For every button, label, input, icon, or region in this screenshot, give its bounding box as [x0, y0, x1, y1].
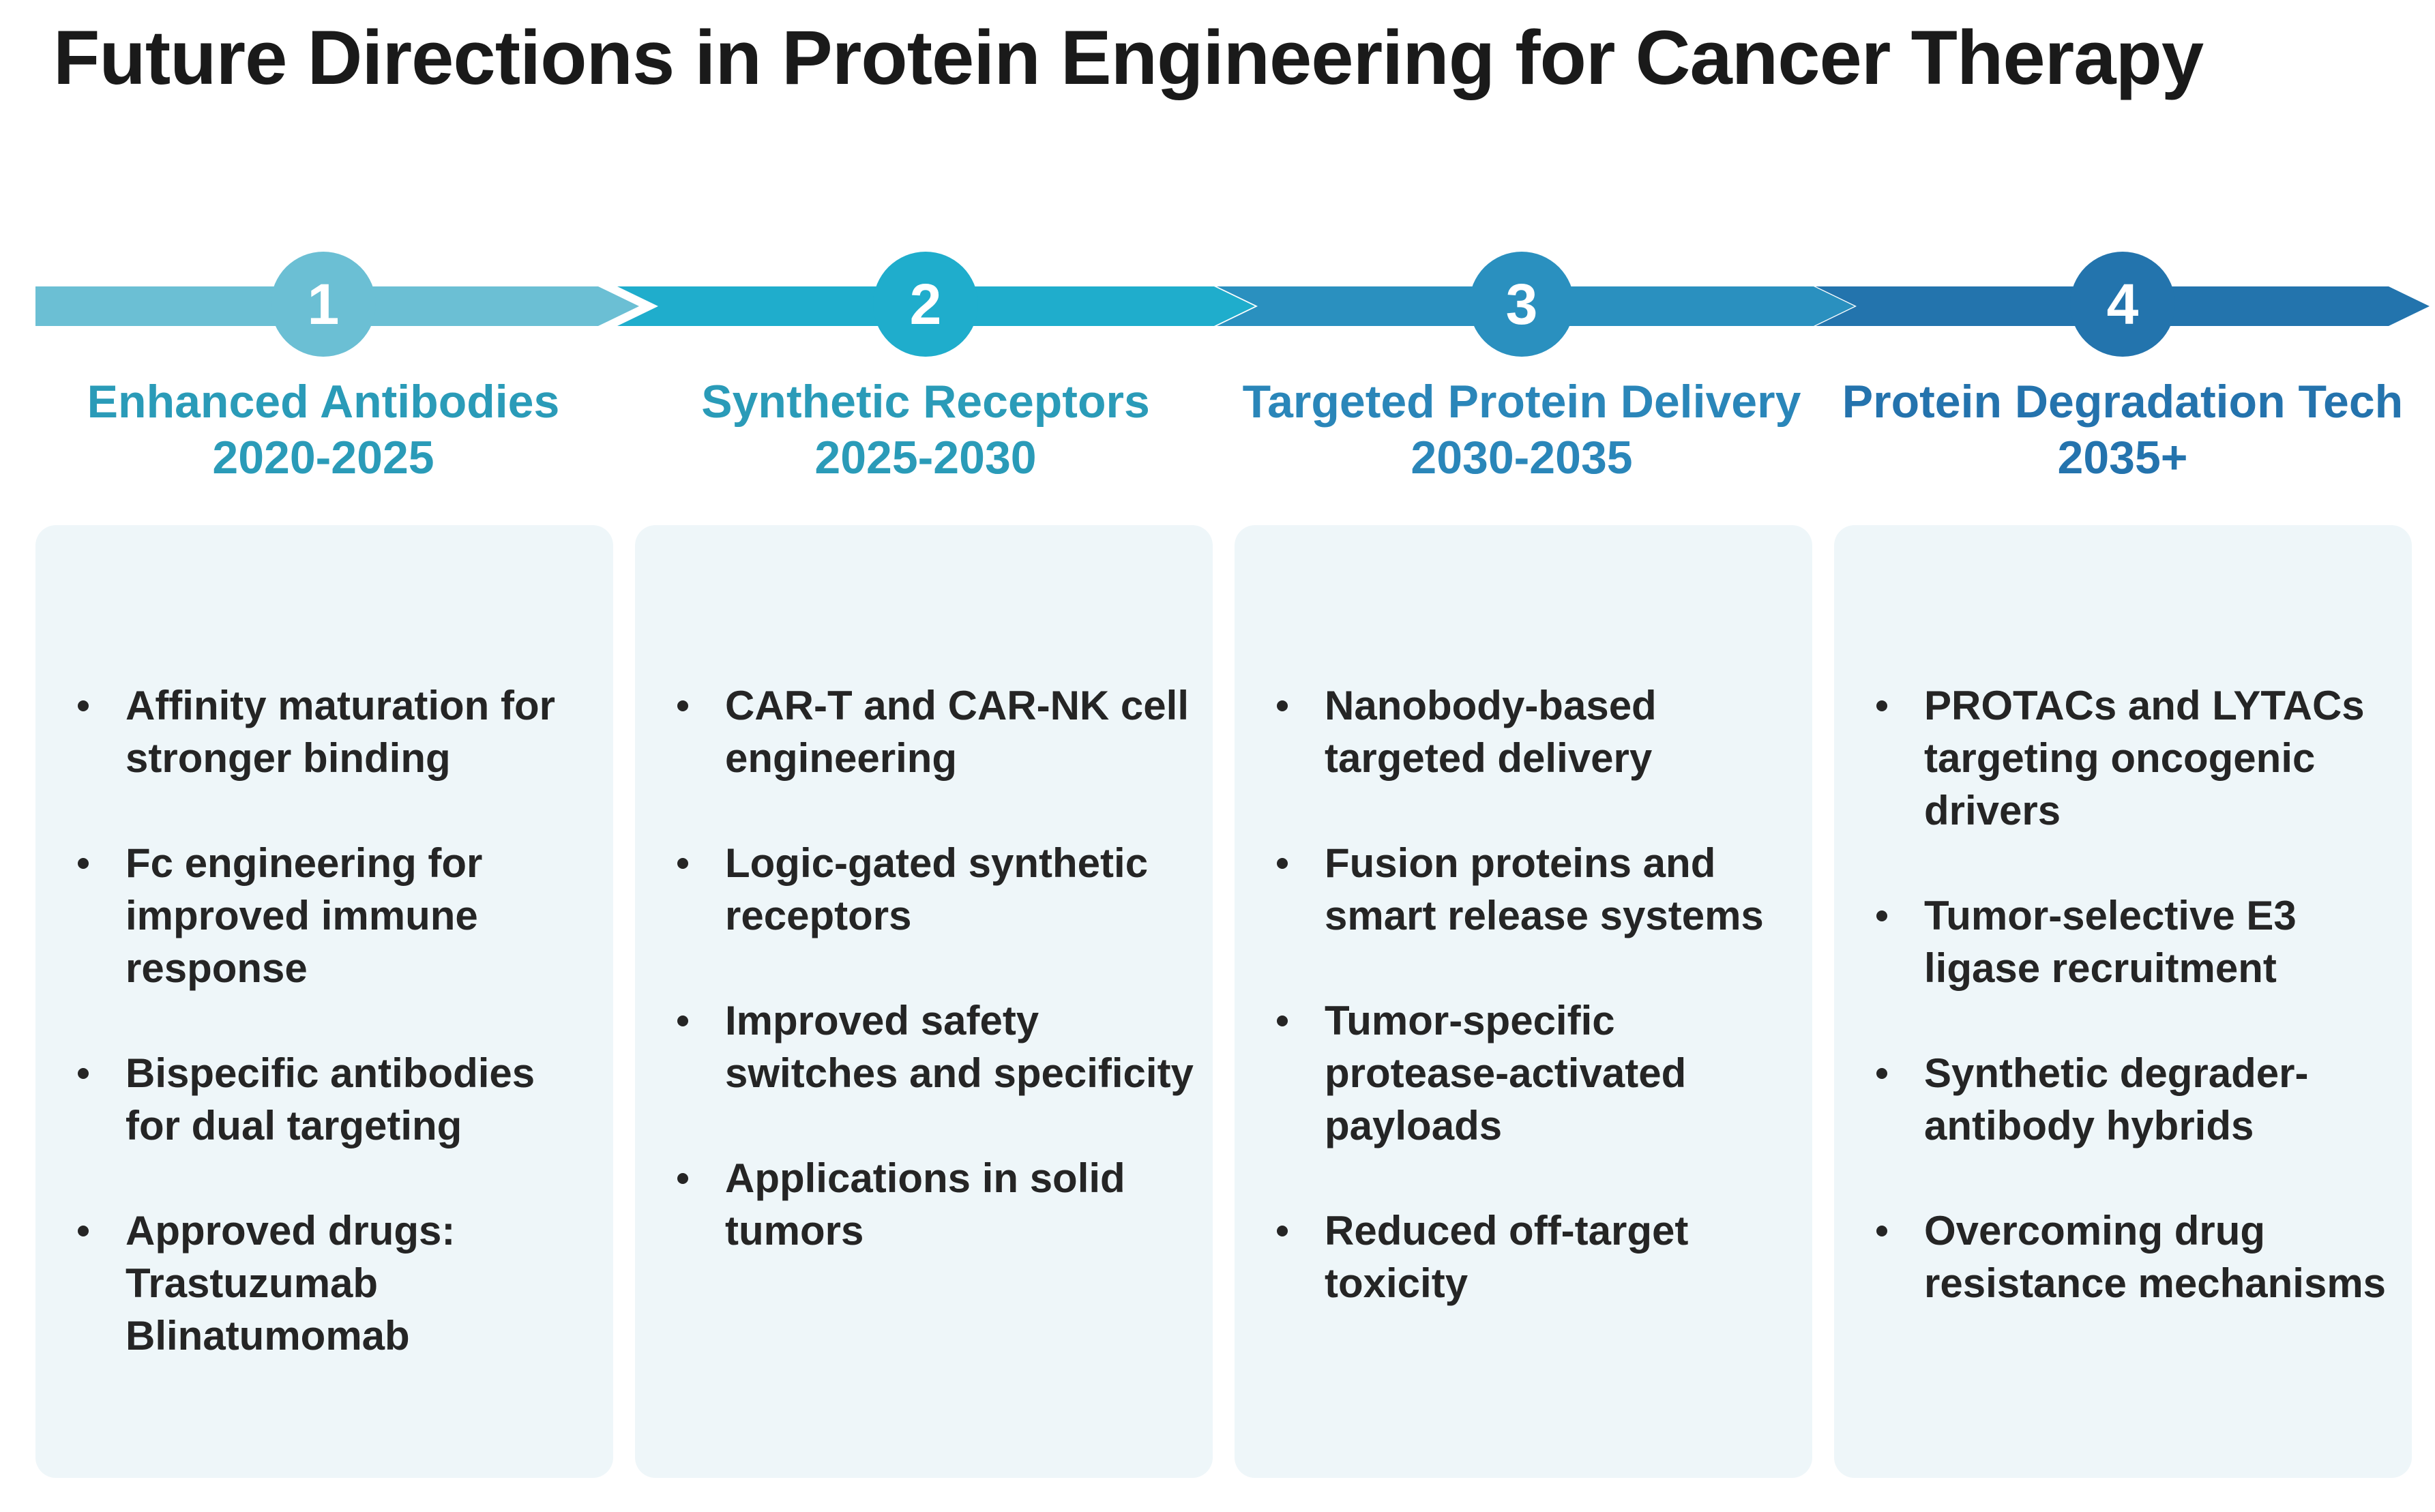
list-item-text: Improved safety switches and specificity: [725, 998, 1194, 1096]
bullet-icon: [1277, 858, 1288, 869]
list-item-text: Fusion proteins and smart release system…: [1325, 840, 1764, 938]
bullet-icon: [677, 1016, 688, 1026]
phase-name: Enhanced Antibodies: [87, 376, 560, 428]
phase-item-list: CAR-T and CAR-NK cell engineering Logic-g…: [635, 679, 1213, 1309]
list-item-text: Synthetic degrader-antibody hybrids: [1924, 1050, 2309, 1148]
list-item-text: Applications in solid tumors: [725, 1155, 1125, 1254]
phase-number-badge: 2: [873, 252, 978, 357]
list-item: Nanobody-based targeted delivery: [1235, 679, 1812, 784]
list-item-text: Reduced off-target toxicity: [1325, 1208, 1689, 1306]
list-item-text: Tumor-selective E3 ligase recruitment: [1924, 893, 2297, 991]
list-item: PROTACs and LYTACs targeting oncogenic d…: [1834, 679, 2412, 837]
bullet-icon: [1277, 700, 1288, 711]
phase-card: Affinity maturation for stronger binding…: [35, 525, 613, 1478]
list-item: Tumor-specific protease-activated payloa…: [1235, 994, 1812, 1152]
phase-heading: Synthetic Receptors 2025-2030: [625, 374, 1226, 486]
phase-heading: Protein Degradation Tech 2035+: [1822, 374, 2423, 486]
list-item: Tumor-selective E3 ligase recruitment: [1834, 889, 2412, 994]
phase-card: Nanobody-based targeted delivery Fusion p…: [1235, 525, 1812, 1478]
bullet-icon: [677, 1173, 688, 1184]
list-item: Improved safety switches and specificity: [635, 994, 1213, 1099]
bullet-icon: [78, 1068, 89, 1079]
bullet-icon: [1876, 1068, 1887, 1079]
page-title: Future Directions in Protein Engineering…: [53, 15, 2204, 100]
phase-name: Protein Degradation Tech: [1842, 376, 2404, 428]
list-item: Logic-gated synthetic receptors: [635, 837, 1213, 942]
bullet-icon: [1876, 700, 1887, 711]
phase-heading: Targeted Protein Delivery 2030-2035: [1222, 374, 1822, 486]
phase-item-list: Affinity maturation for stronger binding…: [35, 679, 613, 1414]
phase-number-badge: 3: [1469, 252, 1574, 357]
list-item: CAR-T and CAR-NK cell engineering: [635, 679, 1213, 784]
phase-name: Synthetic Receptors: [701, 376, 1150, 428]
list-item: Approved drugs: Trastuzumab Blinatumomab: [35, 1204, 613, 1362]
bullet-icon: [1876, 1226, 1887, 1236]
bullet-icon: [677, 858, 688, 869]
list-item: Bispecific antibodies for dual targeting: [35, 1047, 613, 1152]
bullet-icon: [1277, 1226, 1288, 1236]
bullet-icon: [1876, 910, 1887, 921]
phase-period: 2035+: [2057, 432, 2188, 484]
bullet-icon: [1277, 1016, 1288, 1026]
list-item-text: PROTACs and LYTACs targeting oncogenic d…: [1924, 683, 2365, 833]
phase-number-badge: 1: [271, 252, 376, 357]
list-item-text: Overcoming drug resistance mechanisms: [1924, 1208, 2387, 1306]
list-item: Affinity maturation for stronger binding: [35, 679, 613, 784]
list-item-text: Logic-gated synthetic receptors: [725, 840, 1149, 938]
phase-period: 2025-2030: [814, 432, 1037, 484]
phase-item-list: Nanobody-based targeted delivery Fusion p…: [1235, 679, 1812, 1362]
phase-card: PROTACs and LYTACs targeting oncogenic d…: [1834, 525, 2412, 1478]
list-item: Fc engineering for improved immune respo…: [35, 837, 613, 994]
list-item: Applications in solid tumors: [635, 1152, 1213, 1257]
list-item-text: Approved drugs: Trastuzumab Blinatumomab: [126, 1208, 456, 1359]
list-item: Fusion proteins and smart release system…: [1235, 837, 1812, 942]
phase-heading: Enhanced Antibodies 2020-2025: [23, 374, 623, 486]
bullet-icon: [78, 858, 89, 869]
list-item: Synthetic degrader-antibody hybrids: [1834, 1047, 2412, 1152]
list-item-text: Bispecific antibodies for dual targeting: [126, 1050, 535, 1148]
phase-period: 2030-2035: [1411, 432, 1633, 484]
phase-period: 2020-2025: [212, 432, 434, 484]
bullet-icon: [78, 1226, 89, 1236]
list-item-text: Tumor-specific protease-activated payloa…: [1325, 998, 1687, 1148]
bullet-icon: [78, 700, 89, 711]
phase-name: Targeted Protein Delivery: [1242, 376, 1801, 428]
list-item: Overcoming drug resistance mechanisms: [1834, 1204, 2412, 1309]
phase-item-list: PROTACs and LYTACs targeting oncogenic d…: [1834, 679, 2412, 1362]
list-item-text: CAR-T and CAR-NK cell engineering: [725, 683, 1190, 781]
list-item-text: Affinity maturation for stronger binding: [126, 683, 555, 781]
list-item-text: Nanobody-based targeted delivery: [1325, 683, 1657, 781]
list-item-text: Fc engineering for improved immune respo…: [126, 840, 483, 991]
phase-card: CAR-T and CAR-NK cell engineering Logic-g…: [635, 525, 1213, 1478]
list-item: Reduced off-target toxicity: [1235, 1204, 1812, 1309]
bullet-icon: [677, 700, 688, 711]
phase-number-badge: 4: [2070, 252, 2175, 357]
